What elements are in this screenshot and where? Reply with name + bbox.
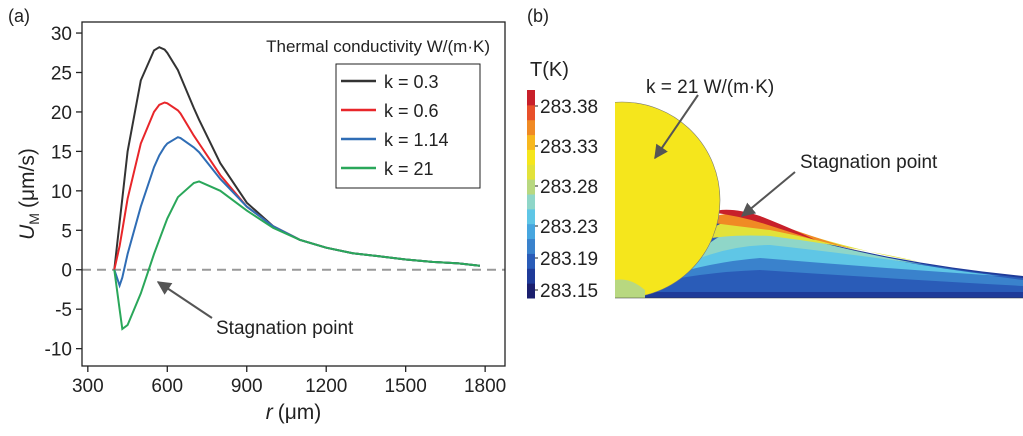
x-tick-label: 1500: [385, 376, 427, 397]
legend-title: Thermal conductivity W/(m·K): [266, 37, 490, 56]
annotation-arrow: [654, 94, 699, 160]
panel-label: (a): [8, 6, 30, 26]
annotation: Stagnation point: [800, 152, 938, 173]
x-tick-label: 300: [72, 376, 104, 397]
panel-label: (b): [527, 6, 549, 26]
y-tick-label: 15: [51, 142, 72, 163]
colorbar-tick-label: 283.33: [540, 137, 598, 158]
y-tick-label: -5: [55, 300, 72, 321]
colorbar-tick-label: 283.15: [540, 281, 598, 302]
annotation-arrow: [740, 171, 796, 217]
y-tick-label: -10: [45, 340, 72, 361]
y-tick-label: 30: [51, 24, 72, 45]
colorbar-band: [527, 149, 535, 165]
colorbar-band: [527, 268, 535, 284]
colorbar-band: [527, 238, 535, 254]
colorbar-band: [527, 119, 535, 136]
temperature-field: [615, 101, 1023, 299]
colorbar-band: [527, 164, 535, 180]
y-tick-label: 25: [51, 63, 72, 84]
colorbar-tick-label: 283.19: [540, 249, 598, 270]
label-part: (μm/s): [16, 148, 39, 208]
colorbar-band: [527, 194, 535, 210]
label-part: r: [266, 401, 274, 424]
y-tick-label: 0: [61, 261, 72, 282]
x-tick-label: 1200: [305, 376, 347, 397]
plot-frame: [81, 21, 506, 367]
y-tick-label: 10: [51, 182, 72, 203]
annotation: Stagnation point: [216, 318, 354, 339]
x-tick-label: 900: [231, 376, 263, 397]
colorbar-title: T(K): [530, 59, 569, 81]
colorbar-band: [527, 134, 535, 150]
y-axis-label: UM (μm/s): [16, 148, 42, 240]
colorbar-tick-label: 283.28: [540, 177, 598, 198]
colorbar-tick-label: 283.23: [540, 217, 598, 238]
colorbar-band: [527, 223, 535, 240]
annotation-arrow: [156, 281, 213, 319]
legend-label: k = 21: [384, 159, 434, 179]
x-axis-label: r (μm): [266, 401, 322, 424]
colorbar-band: [527, 90, 535, 106]
label-part: U: [16, 224, 39, 240]
colorbar-band: [527, 179, 535, 195]
colorbar-band: [527, 208, 535, 225]
x-tick-label: 1800: [464, 376, 506, 397]
annotation: k = 21 W/(m·K): [646, 77, 774, 98]
legend-label: k = 1.14: [384, 130, 449, 150]
label-part: M: [26, 213, 42, 225]
legend-label: k = 0.6: [384, 101, 439, 121]
x-tick-label: 600: [151, 376, 183, 397]
y-tick-label: 5: [61, 221, 72, 242]
label-part: (μm): [278, 401, 322, 424]
series-line: [113, 180, 480, 331]
legend-label: k = 0.3: [384, 72, 439, 92]
y-tick-label: 20: [51, 103, 72, 124]
colorbar-band: [527, 253, 535, 269]
colorbar-band: [527, 104, 535, 121]
colorbar-band: [527, 283, 535, 299]
colorbar-tick-label: 283.38: [540, 97, 598, 118]
